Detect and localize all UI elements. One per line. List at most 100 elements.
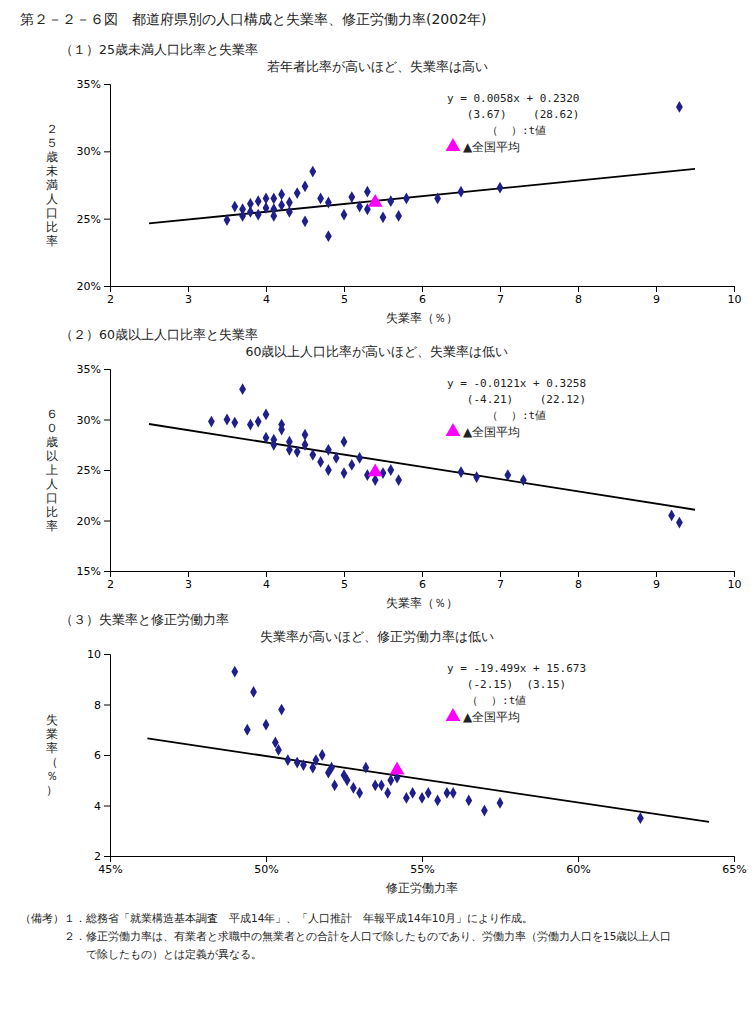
figure-title: 第２－２－６図 都道府県別の人口構成と失業率、修正労働力率(2002年) [20, 11, 487, 27]
point [520, 474, 527, 486]
point [387, 195, 394, 207]
point [333, 452, 340, 464]
y-axis: 246810 [87, 648, 111, 863]
legend: ▲全国平均 [446, 138, 521, 154]
y-tick: 35% [77, 78, 110, 91]
annotations: y = -0.0121x + 0.3258 (-4.21) (22.12) （ … [447, 377, 586, 422]
y-tick-mark [104, 755, 110, 756]
x-tick-label: 60% [566, 863, 590, 876]
chart-subtitle: 若年者比率が高いほど、失業率は高い [267, 59, 488, 74]
y-axis-title-char: 率 [46, 741, 58, 755]
x-tick-label: 8 [575, 293, 582, 306]
point [255, 416, 262, 428]
point [356, 787, 363, 799]
point [444, 787, 451, 799]
annotation: （ ）:t値 [447, 694, 526, 707]
y-tick-mark [104, 151, 110, 152]
point [247, 419, 254, 431]
x-tick-label: 10 [728, 578, 742, 591]
x-axis-title: 修正労働力率 [386, 881, 458, 895]
x-axis-line [111, 572, 735, 578]
y-axis-title-char: 人 [46, 477, 58, 491]
x-tick: 8 [575, 286, 582, 306]
y-axis-title-char: 未 [46, 164, 58, 178]
legend: ▲全国平均 [446, 423, 521, 439]
figure: 第２－２－６図 都道府県別の人口構成と失業率、修正労働力率(2002年)（１）2… [0, 0, 754, 1032]
y-tick: 8 [94, 699, 110, 712]
y-tick: 10 [87, 648, 110, 661]
x-tick-label: 9 [653, 578, 660, 591]
y-tick-label: 6 [94, 749, 101, 762]
point [255, 209, 262, 221]
x-tick: 7 [497, 286, 504, 306]
legend-marker [446, 708, 461, 721]
x-tick-mark [500, 571, 501, 577]
y-tick: 25% [77, 213, 110, 226]
point [344, 774, 351, 786]
regression-line [149, 424, 695, 510]
y-tick-mark [104, 521, 110, 522]
point [356, 452, 363, 464]
x-tick-mark [422, 286, 423, 292]
x-tick-label: 6 [419, 293, 426, 306]
y-tick: 20% [77, 515, 110, 528]
point [364, 186, 371, 198]
x-tick: 5 [341, 286, 348, 306]
x-tick-mark [344, 571, 345, 577]
y-tick-mark [104, 420, 110, 421]
x-axis-line [111, 287, 735, 293]
y-tick-label: 35% [77, 363, 101, 376]
point [309, 449, 316, 461]
x-tick-label: 45% [98, 863, 122, 876]
point-series [231, 666, 643, 824]
x-tick: 5 [341, 571, 348, 591]
point [387, 464, 394, 476]
point [637, 812, 644, 824]
point [278, 704, 285, 716]
y-tick-label: 20% [77, 280, 101, 293]
y-tick-mark [104, 806, 110, 807]
point [473, 471, 480, 483]
y-axis-title: 失業率（％） [46, 713, 58, 797]
x-tick: 60% [566, 856, 590, 876]
point [356, 201, 363, 213]
plot-area [147, 666, 709, 824]
note: で除したもの）とは定義が異なる。 [20, 948, 262, 960]
point [278, 419, 285, 431]
x-tick: 7 [497, 571, 504, 591]
point-series [224, 101, 683, 242]
x-tick-mark [422, 856, 423, 862]
y-tick-mark [104, 571, 110, 572]
annotations: y = -19.499x + 15.673 (-2.15) (3.15) （ ）… [447, 662, 586, 707]
point [250, 686, 257, 698]
x-tick-label: 3 [185, 293, 192, 306]
x-tick: 4 [263, 571, 270, 591]
point [317, 456, 324, 468]
y-axis-title-char: ） [46, 783, 58, 797]
y-tick-mark [104, 369, 110, 370]
x-tick-label: 2 [107, 293, 114, 306]
point [465, 795, 472, 807]
y-axis-line [104, 85, 111, 287]
y-axis-title-char: ２ [46, 122, 58, 136]
point [286, 197, 293, 209]
y-tick: 25% [77, 464, 110, 477]
point [380, 211, 387, 223]
x-tick-mark [422, 571, 423, 577]
y-axis-title-char: 比 [46, 220, 58, 234]
point [395, 474, 402, 486]
highlight-series [368, 194, 383, 207]
point [458, 466, 465, 478]
point [341, 436, 348, 448]
y-axis-title: ２５歳未満人口比率 [46, 122, 58, 248]
point [270, 193, 277, 205]
chart-panel: （２）60歳以上人口比率と失業率60歳以上人口比率が高いほど、失業率は低い234… [46, 327, 742, 610]
point [331, 779, 338, 791]
point [403, 193, 410, 205]
legend-marker [446, 138, 461, 151]
point [497, 797, 504, 809]
x-axis: 2345678910 [107, 571, 742, 591]
y-tick: 4 [94, 800, 110, 813]
x-tick-label: 5 [341, 293, 348, 306]
x-tick-mark [266, 856, 267, 862]
